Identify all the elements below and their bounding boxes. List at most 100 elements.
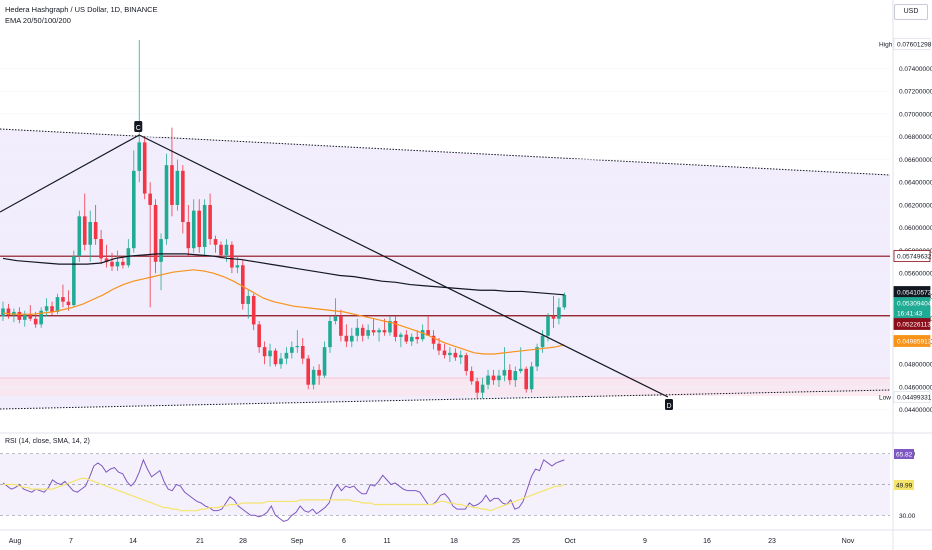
candle-body bbox=[284, 352, 289, 359]
candle-body bbox=[6, 308, 11, 316]
y-tick-label: 0.07400000 bbox=[899, 66, 932, 73]
candle-body bbox=[88, 222, 92, 245]
rsi-ma-line bbox=[3, 477, 565, 512]
rsi-value: 65.82 bbox=[896, 452, 913, 459]
candle-body bbox=[115, 261, 120, 267]
candle-body bbox=[66, 301, 71, 306]
x-tick-label: 28 bbox=[239, 538, 247, 545]
candle-body bbox=[44, 306, 49, 311]
candle-body bbox=[28, 314, 33, 319]
candle-body bbox=[420, 330, 425, 340]
x-tick-label: Oct bbox=[565, 538, 576, 545]
currency-selector[interactable]: USD bbox=[894, 4, 928, 20]
candle-body bbox=[540, 335, 545, 348]
channel-fill bbox=[0, 129, 890, 409]
price-badge-value: 0.05309404 bbox=[897, 301, 932, 308]
trendline-c-to-d bbox=[138, 134, 669, 398]
candle-body bbox=[279, 358, 283, 365]
candle-body bbox=[317, 369, 321, 376]
candle-body bbox=[437, 343, 441, 351]
price-badge-label: High bbox=[879, 42, 893, 49]
chart-title: Hedera Hashgraph / US Dollar, 1D, BINANC… bbox=[5, 5, 158, 14]
candle-body bbox=[388, 320, 392, 333]
rsi-legend: RSI (14, close, SMA, 14, 2) bbox=[5, 438, 90, 445]
candle-body bbox=[491, 375, 496, 381]
x-tick-label: 25 bbox=[512, 538, 520, 545]
candle-body bbox=[268, 350, 272, 357]
candle-body bbox=[121, 261, 125, 266]
candle-body bbox=[104, 258, 109, 262]
candle-body bbox=[181, 170, 185, 223]
candle-body bbox=[546, 316, 550, 336]
candle-body bbox=[382, 330, 387, 333]
price-badge-value: 0.05226113 bbox=[897, 322, 931, 329]
candle-body bbox=[1, 308, 5, 317]
candle-body bbox=[508, 369, 512, 381]
candle-body bbox=[230, 244, 234, 268]
candle-body bbox=[148, 193, 152, 205]
candle-body bbox=[224, 244, 229, 256]
y-tick-label: 0.05600000 bbox=[899, 271, 932, 278]
candle-body bbox=[486, 375, 490, 385]
price-badge-label: Low bbox=[879, 395, 891, 402]
candle-body bbox=[50, 306, 54, 312]
ema-black-line bbox=[2, 253, 565, 296]
candle-body bbox=[448, 352, 452, 356]
candle-body bbox=[137, 142, 142, 171]
x-tick-label: 11 bbox=[383, 538, 390, 545]
rsi-ma-value: 49.99 bbox=[896, 483, 913, 490]
candle-body bbox=[213, 239, 218, 245]
price-badge-value: 0.04985913 bbox=[897, 339, 932, 346]
y-tick-label: 0.06200000 bbox=[899, 202, 932, 209]
candle-body bbox=[159, 239, 163, 262]
candle-body bbox=[273, 350, 278, 365]
candle-body bbox=[322, 347, 327, 376]
price-badge bbox=[893, 335, 931, 347]
candle-body bbox=[257, 324, 261, 348]
candle-body bbox=[371, 330, 376, 333]
candle-body bbox=[197, 210, 201, 248]
candle-body bbox=[306, 358, 310, 385]
y-tick-label: 0.04800000 bbox=[899, 362, 932, 369]
candle-body bbox=[61, 297, 65, 302]
candle-body bbox=[191, 210, 196, 249]
candle-body bbox=[480, 384, 485, 393]
pattern-label-c-bg bbox=[134, 121, 143, 132]
price-badge bbox=[893, 318, 931, 330]
candle-body bbox=[497, 375, 501, 381]
candle-body bbox=[328, 320, 332, 348]
price-badge-value: 0.04499331 bbox=[897, 395, 932, 402]
x-tick-label: 9 bbox=[643, 538, 647, 545]
candle-body bbox=[551, 316, 556, 319]
candle-body bbox=[170, 165, 174, 205]
price-badge bbox=[893, 250, 931, 262]
pattern-label-c: C bbox=[136, 125, 141, 132]
x-tick-label: 21 bbox=[196, 538, 204, 545]
candle-body bbox=[186, 222, 191, 249]
candle-body bbox=[311, 369, 316, 385]
price-badge-value: 0.05749632 bbox=[897, 254, 932, 261]
candle-body bbox=[39, 310, 43, 325]
candle-body bbox=[464, 355, 469, 372]
candle-body bbox=[350, 335, 354, 342]
chart-header: Hedera Hashgraph / US Dollar, 1D, BINANC… bbox=[5, 4, 158, 26]
candle-body bbox=[175, 170, 180, 205]
candle-body bbox=[208, 204, 212, 240]
rsi-line bbox=[2, 458, 565, 523]
candle-body bbox=[469, 371, 474, 382]
y-tick-label: 0.04400000 bbox=[899, 407, 932, 414]
candle-body bbox=[110, 261, 114, 267]
x-tick-label: 6 bbox=[342, 538, 346, 545]
x-tick-label: 14 bbox=[129, 538, 137, 545]
y-tick-label: 0.07200000 bbox=[899, 89, 932, 96]
candle-body bbox=[33, 318, 38, 325]
x-tick-label: 18 bbox=[450, 538, 458, 545]
price-badge-value: 0.07601298 bbox=[897, 42, 932, 49]
candle-body bbox=[557, 307, 561, 319]
candle-body bbox=[442, 350, 447, 356]
candle-body bbox=[453, 352, 458, 358]
price-badge-value: 16:41:43 bbox=[897, 311, 923, 318]
price-badge bbox=[893, 391, 931, 403]
candle-body bbox=[339, 316, 343, 336]
